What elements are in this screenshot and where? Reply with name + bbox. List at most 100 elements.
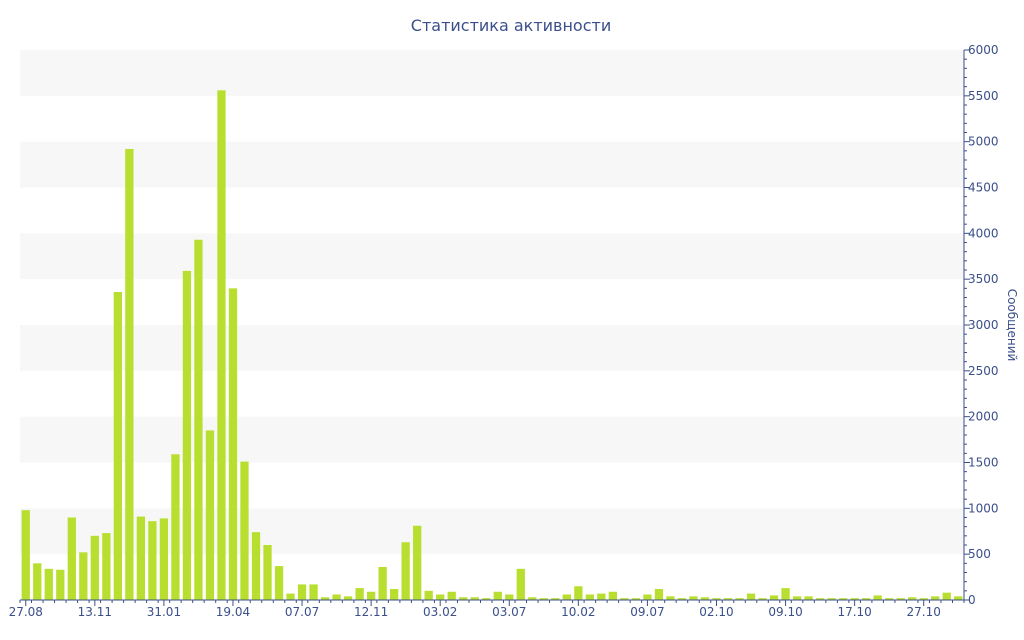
bar — [194, 239, 203, 600]
bar — [470, 597, 479, 600]
x-tick-label: 19.04 — [216, 605, 250, 619]
bar — [355, 588, 364, 600]
grid-band — [20, 416, 964, 463]
bar — [343, 596, 353, 600]
y-tick-label: 500 — [968, 547, 991, 561]
bar — [942, 592, 951, 600]
bar — [516, 568, 525, 600]
bar — [413, 525, 422, 600]
bar — [182, 270, 192, 600]
bar — [804, 596, 813, 600]
bar — [597, 593, 606, 600]
grid-band — [20, 233, 964, 280]
y-tick-label: 6000 — [968, 43, 999, 57]
y-tick-label: 4000 — [968, 226, 999, 240]
bar — [827, 598, 836, 600]
y-tick-label: 2500 — [968, 364, 999, 378]
bar — [896, 598, 905, 600]
bar — [332, 594, 341, 600]
bar — [424, 590, 433, 600]
bar — [608, 591, 618, 600]
bar — [574, 586, 583, 600]
bar — [274, 566, 284, 600]
x-tick-label: 07.07 — [285, 605, 319, 619]
bar — [67, 517, 76, 600]
grid-bands — [20, 50, 964, 555]
bar — [251, 532, 261, 600]
bar — [148, 521, 157, 600]
bar — [551, 598, 560, 600]
bar — [643, 594, 652, 600]
bar — [585, 594, 594, 600]
bar — [781, 588, 790, 600]
bar — [320, 597, 330, 600]
bar — [459, 597, 468, 600]
x-tick-label: 27.08 — [9, 605, 43, 619]
bar — [493, 591, 502, 600]
bar — [205, 430, 215, 600]
bar — [240, 461, 249, 600]
x-tick-label: 12.11 — [354, 605, 388, 619]
x-tick-label: 13.11 — [78, 605, 112, 619]
bar — [436, 594, 445, 600]
bar — [309, 584, 318, 600]
bars — [21, 90, 963, 600]
x-tick-label: 09.07 — [630, 605, 664, 619]
bar — [482, 598, 491, 600]
bar — [562, 594, 571, 600]
y-tick-label: 1000 — [968, 501, 999, 515]
y-tick-label: 2000 — [968, 410, 999, 424]
y-tick-label: 5500 — [968, 89, 999, 103]
x-tick-label: 27.10 — [907, 605, 941, 619]
bar — [723, 598, 733, 600]
bar — [919, 598, 928, 600]
bar — [689, 596, 698, 600]
bar — [113, 292, 122, 600]
bar — [505, 594, 514, 600]
bar — [159, 518, 169, 600]
y-tick-label: 5000 — [968, 135, 999, 149]
bar — [954, 596, 963, 600]
bar — [758, 598, 767, 600]
bar — [654, 589, 664, 600]
bar — [297, 584, 307, 600]
y-axis: 0 500 1000 1500 2000 2500 3000 3500 4000 4500 5000… — [963, 43, 999, 607]
bar — [263, 545, 272, 600]
bar — [44, 568, 53, 600]
bar — [56, 569, 65, 600]
bar — [631, 598, 641, 600]
bar — [79, 552, 88, 600]
chart-title: Статистика активности — [411, 16, 611, 35]
bar — [815, 598, 825, 600]
bar — [390, 589, 399, 600]
grid-band — [20, 141, 964, 188]
bar — [228, 288, 238, 600]
bar — [666, 596, 675, 600]
bar — [620, 598, 629, 600]
x-tick-label: 03.02 — [423, 605, 457, 619]
bar — [712, 598, 721, 600]
bar — [102, 533, 111, 600]
grid-band — [20, 50, 964, 96]
bar — [838, 598, 848, 600]
bar — [378, 567, 387, 600]
bar — [700, 597, 710, 600]
x-tick-label: 03.07 — [492, 605, 526, 619]
bar — [885, 598, 894, 600]
bar — [539, 598, 548, 600]
bar — [447, 591, 456, 600]
y-axis-label: Сообщений — [1005, 289, 1019, 362]
bar — [792, 596, 802, 600]
y-tick-label: 3500 — [968, 272, 999, 286]
bar — [136, 516, 146, 600]
x-tick-label: 31.01 — [147, 605, 181, 619]
bar — [90, 535, 99, 600]
bar — [746, 593, 756, 600]
bar — [873, 595, 882, 600]
bar — [171, 454, 180, 600]
bar — [769, 595, 779, 600]
y-tick-label: 1500 — [968, 456, 999, 470]
bar — [366, 591, 376, 600]
bar — [735, 598, 744, 600]
grid-band — [20, 325, 964, 371]
